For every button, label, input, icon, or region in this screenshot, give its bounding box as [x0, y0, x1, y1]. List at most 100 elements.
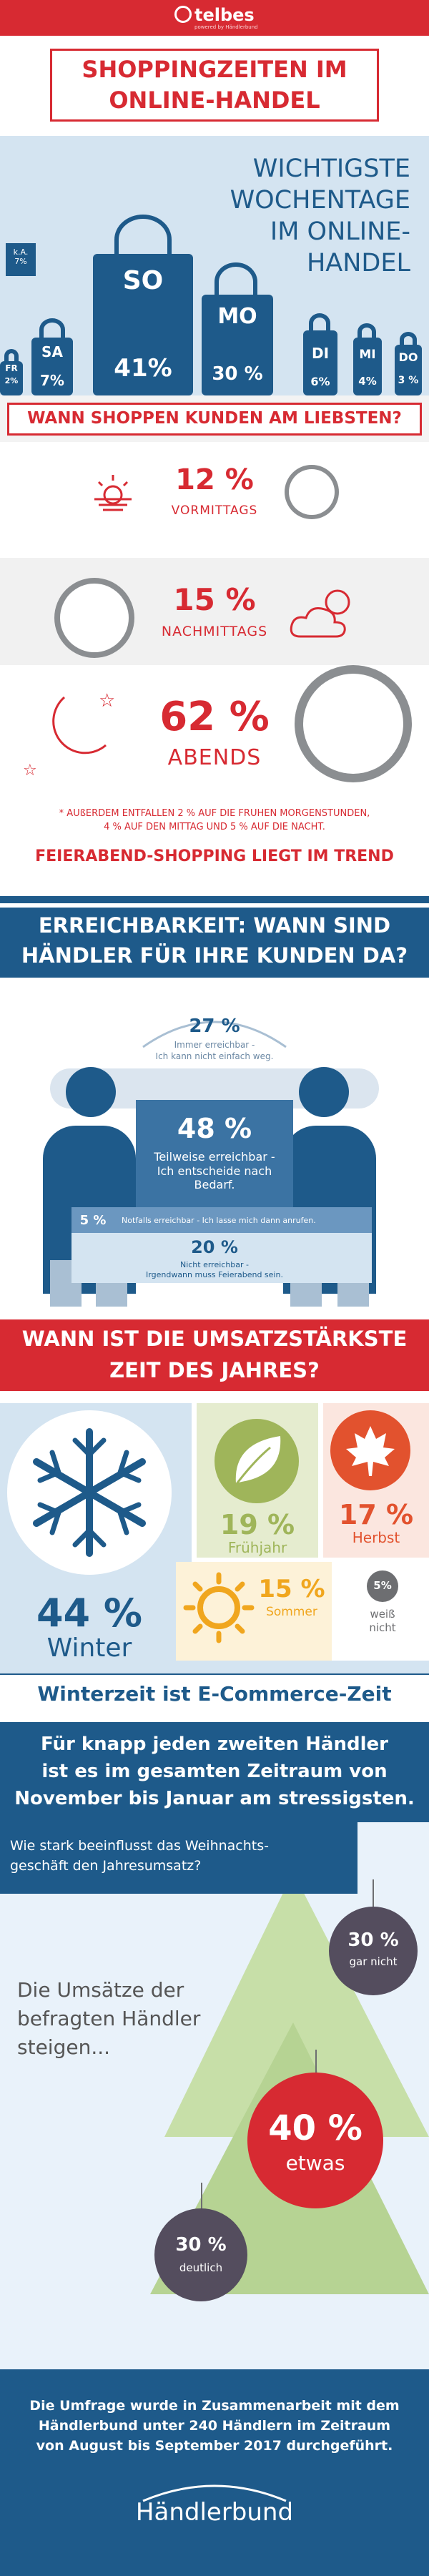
bag-fr-handle [4, 349, 19, 363]
footer-line3: von August bis September 2017 durchgefüh… [36, 2438, 393, 2454]
bag-do [395, 345, 422, 395]
bag-sa [31, 338, 73, 395]
bag-do-pct: 3 % [398, 375, 419, 386]
always-pct: 27 % [189, 1016, 240, 1037]
bag-di-day: DI [311, 345, 330, 362]
ball3-label: deutlich [179, 2261, 223, 2274]
bag-mo [202, 295, 273, 395]
bag-mo-handle [214, 262, 257, 301]
summer-pct: 15 % [258, 1575, 325, 1603]
footer-line1: Die Umfrage wurde in Zusammenarbeit mit … [29, 2398, 400, 2414]
ball2-pct: 40 % [268, 2108, 363, 2148]
arc-arrow-icon [142, 1021, 287, 1048]
person-right-head [299, 1067, 349, 1117]
bag-ka-label: k.A. [13, 247, 29, 257]
title-box [50, 49, 379, 122]
shopping-heading: WANN SHOPPEN KUNDEN AM LIEBSTEN? [27, 409, 402, 428]
question-line2: geschäft den Jahresumsatz? [10, 1858, 202, 1874]
ornament-deutlich [154, 2208, 247, 2301]
intro-line2: befragten Händler [17, 2007, 201, 2030]
footer: Die Umfrage wurde in Zusammenarbeit mit … [0, 2369, 429, 2576]
sun-icon [183, 1572, 255, 1643]
footnote-line2: 4 % AUF DEN MITTAG UND 5 % AUF DIE NACHT… [104, 822, 325, 832]
bag-so-day: SO [122, 266, 164, 295]
shopping-heading-box [7, 403, 422, 436]
morning-pct: 12 % [175, 463, 254, 496]
morning-row: 12 % VORMITTAGS [0, 442, 429, 558]
always-label-line1: Immer erreichbar - [174, 1040, 255, 1050]
season-heading-band: WANN IST DIE UMSATZSTÄRKSTE ZEIT DES JAH… [0, 1307, 429, 1403]
never-label-line2: Irgendwann muss Feierabend sein. [146, 1270, 283, 1279]
sunrise-icon [94, 475, 132, 511]
bag-so-handle [114, 215, 172, 265]
unknown-label-line2: nicht [369, 1621, 396, 1634]
season-section: 44 % Winter 19 % Frühjahr 17 % Herbst 15… [0, 1403, 429, 1661]
reach-section: 27 % Immer erreichbar - Ich kann nicht e… [0, 990, 429, 1307]
weekday-title-line2: IM ONLINE- [270, 217, 410, 246]
bag-do-handle [400, 332, 417, 348]
ball3-pct: 30 % [175, 2234, 227, 2256]
shopping-heading-band: WANN SHOPPEN KUNDEN AM LIEBSTEN? [0, 395, 429, 442]
bag-mi-handle [358, 323, 376, 340]
bag-sa-day: SA [41, 343, 63, 360]
moon-stars-icon: ☆ ☆ [23, 690, 115, 780]
ornament-etwas [247, 2073, 383, 2208]
bag-di-pct: 6% [310, 375, 330, 388]
never-label-line1: Nicht erreichbar - [179, 1260, 250, 1269]
afternoon-row: 15 % NACHMITTAGS [0, 558, 429, 665]
svg-text:☆: ☆ [99, 690, 115, 712]
bag-mi-day: MI [359, 348, 376, 362]
leaf-icon [235, 1436, 281, 1485]
intro-line3: steigen... [17, 2035, 111, 2059]
ball1-pct: 30 % [347, 1929, 399, 1951]
bag-fr-day: FR [5, 363, 18, 373]
telbes-logo-sub: powered by Händlerbund [194, 24, 258, 30]
intro-line1: Die Umsätze der [17, 1978, 184, 2002]
sun-cloud-icon [290, 589, 350, 638]
bag-ka: k.A. 7% [6, 243, 36, 276]
winter-claim-line1: Für knapp jeden zweiten Händler [41, 1734, 388, 1755]
autumn-label: Herbst [352, 1529, 400, 1546]
unknown-label-line1: weiß [370, 1608, 395, 1621]
bag-so [93, 254, 193, 395]
morning-clock-icon [285, 465, 339, 519]
shopping-footnote: * AUßERDEM ENTFALLEN 2 % AUF DIE FRÜHEN … [0, 808, 429, 896]
never-pct: 20 % [191, 1237, 238, 1257]
footer-line2: Händlerbund unter 240 Händlern im Zeitra… [38, 2418, 391, 2434]
season-heading-box [0, 1319, 429, 1391]
bag-do-day: DO [398, 350, 418, 364]
never-band [72, 1233, 372, 1283]
bag-fr-pct: 2% [4, 376, 19, 385]
weekday-section: WICHTIGSTE WOCHENTAGE IM ONLINE- HANDEL … [0, 136, 429, 395]
ornament-gar-nicht [329, 1907, 418, 1995]
weekday-title-line1: WICHTIGSTE WOCHENTAGE [230, 154, 410, 215]
afternoon-label: NACHMITTAGS [161, 624, 268, 639]
ball1-label: gar nicht [349, 1955, 398, 1968]
haendlerbund-arc-icon [142, 2484, 287, 2502]
ball2-label: etwas [285, 2151, 345, 2175]
bag-sa-handle [39, 318, 65, 341]
bag-mi-pct: 4% [358, 375, 377, 388]
season-heading-line2: ZEIT DES JAHRES? [109, 1358, 320, 1382]
unknown-circle [367, 1570, 398, 1602]
emergency-band [72, 1207, 372, 1233]
emergency-pct: 5 % [79, 1213, 107, 1228]
winter-label: Winter [46, 1633, 132, 1661]
weekday-title-line3: HANDEL [306, 249, 410, 277]
winter-claim-line2: ist es im gesamten Zeitraum von [41, 1761, 388, 1782]
trend-statement: FEIERABEND-SHOPPING LIEGT IM TREND [35, 847, 394, 865]
bag-so-pct: 41% [114, 354, 172, 383]
bag-mi [353, 338, 382, 395]
evening-label: ABENDS [167, 745, 262, 770]
reach-heading-band: ERREICHBARKEIT: WANN SIND HÄNDLER FÜR IH… [0, 896, 429, 990]
header-bar: telbes powered by Händlerbund [0, 0, 429, 36]
question-line1: Wie stark beeinflusst das Weihnachts- [10, 1838, 269, 1854]
bag-ka-pct: 7% [14, 257, 27, 266]
reach-heading-box [0, 908, 429, 978]
season-heading-line1: WANN IST DIE UMSATZSTÄRKSTE [21, 1327, 408, 1351]
winter-banner-band: Winterzeit ist E-Commerce-Zeit [0, 1661, 429, 1722]
bag-fr [0, 361, 23, 395]
evening-pct: 62 % [159, 694, 270, 740]
autumn-pct: 17 % [338, 1499, 414, 1530]
emergency-label: Notfalls erreichbar - Ich lasse mich dan… [122, 1216, 316, 1225]
